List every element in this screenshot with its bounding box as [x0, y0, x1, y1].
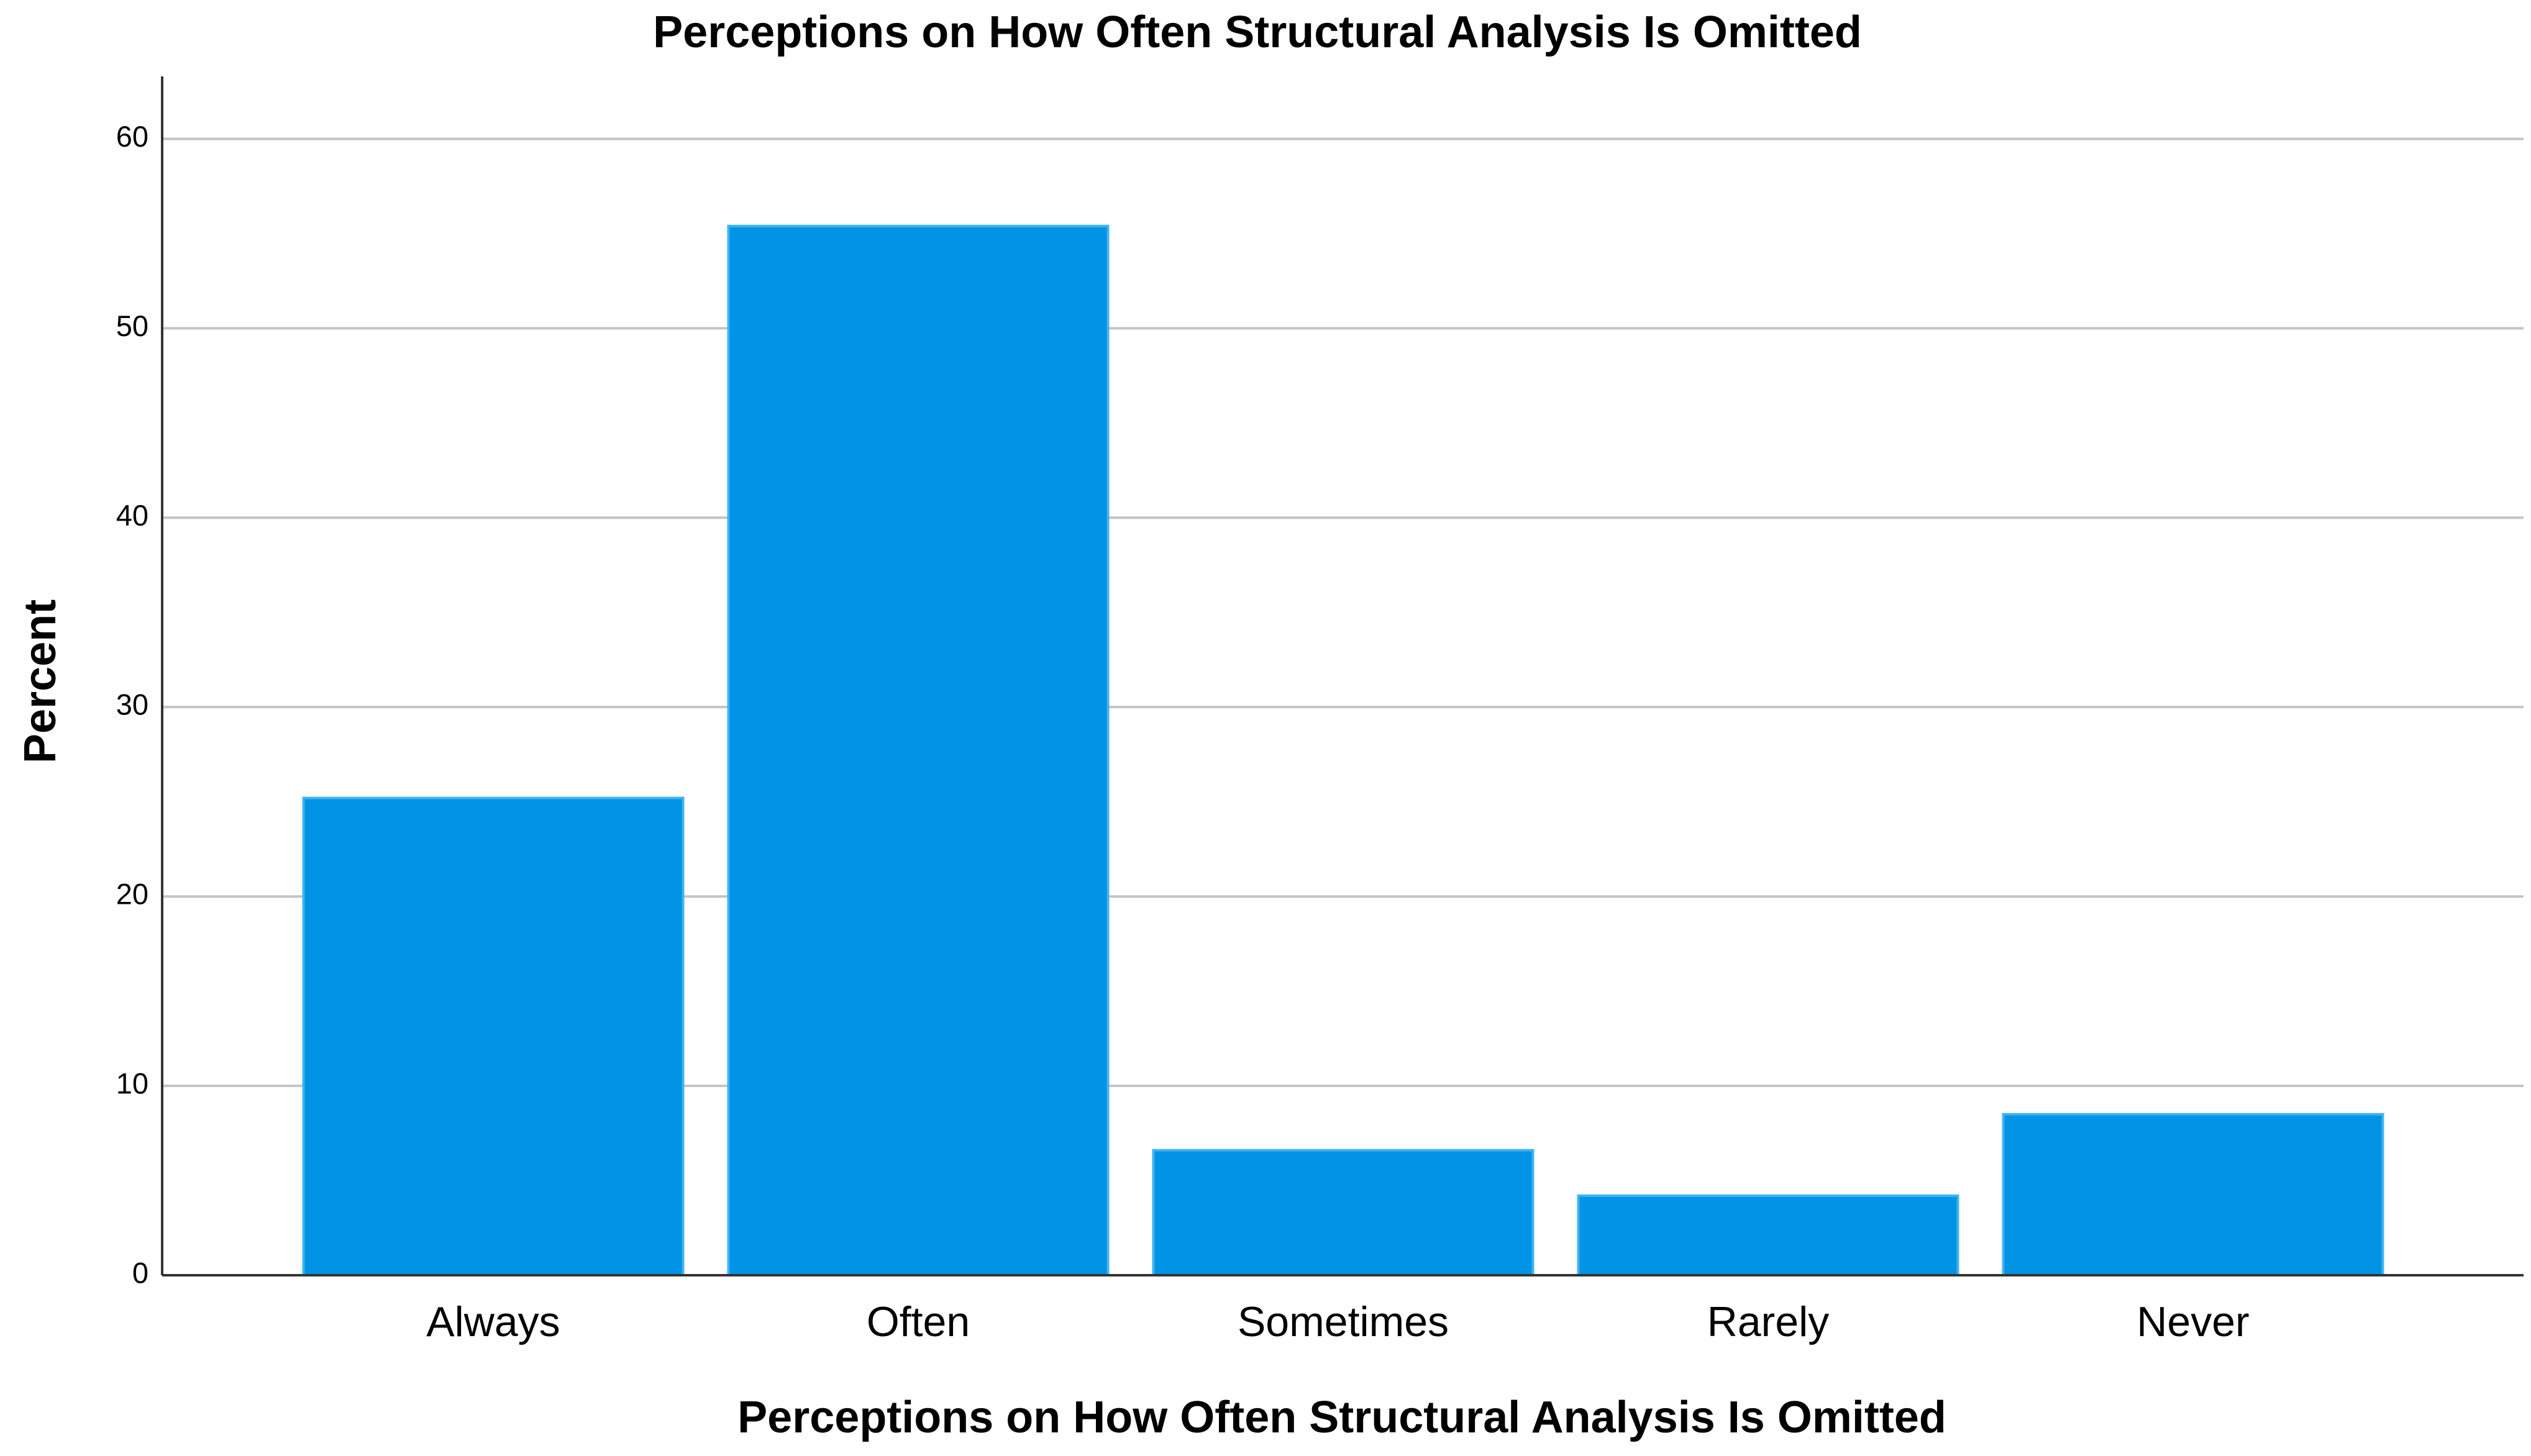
y-tick-label: 60	[116, 120, 148, 153]
x-tick-label: Never	[2137, 1298, 2249, 1345]
y-tick-label: 30	[116, 688, 148, 721]
y-tick-label: 50	[116, 309, 148, 342]
bar	[727, 224, 1110, 1276]
y-tick-label: 40	[116, 499, 148, 532]
y-tick-label: 0	[132, 1256, 148, 1289]
x-tick-label: Often	[867, 1298, 970, 1345]
x-axis-title: Perceptions on How Often Structural Anal…	[737, 1393, 1946, 1442]
chart-title: Perceptions on How Often Structural Anal…	[653, 7, 1862, 57]
bar	[302, 796, 685, 1277]
y-tick-label: 20	[116, 878, 148, 911]
x-tick-label: Always	[426, 1298, 560, 1345]
bar	[2002, 1112, 2384, 1276]
bar	[1152, 1149, 1535, 1277]
x-tick-label: Sometimes	[1238, 1298, 1449, 1345]
y-axis-title: Percent	[16, 599, 65, 763]
bar	[1577, 1194, 1959, 1276]
y-tick-label: 10	[116, 1067, 148, 1100]
x-tick-label: Rarely	[1707, 1298, 1830, 1345]
